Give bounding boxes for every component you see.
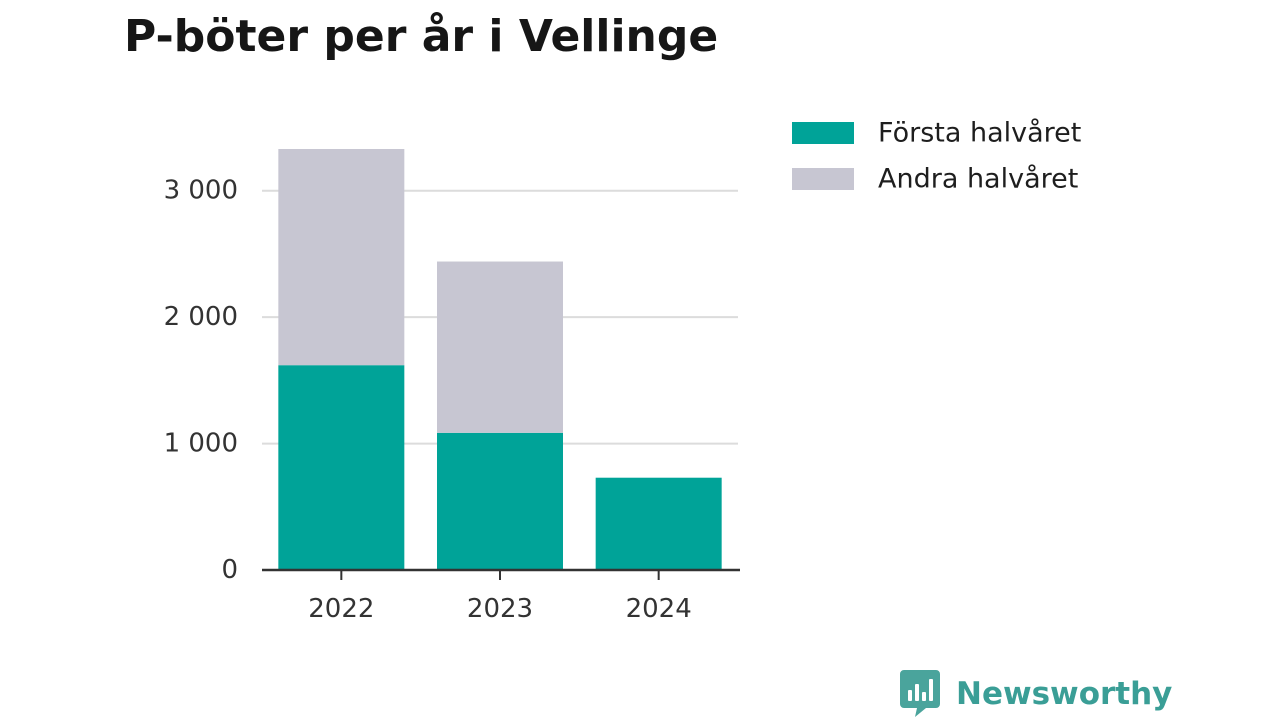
bar-2024-series-1 bbox=[595, 477, 722, 570]
bar-2022-series-2 bbox=[278, 149, 405, 366]
bars bbox=[278, 149, 722, 570]
chart-title: P-böter per år i Vellinge bbox=[124, 11, 719, 62]
bar-2023-series-2 bbox=[437, 261, 563, 433]
y-tick-label: 0 bbox=[221, 555, 238, 585]
y-axis-labels: 0 1 000 2 000 3 000 bbox=[164, 176, 238, 585]
x-tick-label: 2023 bbox=[467, 594, 533, 624]
y-tick-label: 2 000 bbox=[164, 302, 238, 332]
brand-name: Newsworthy bbox=[956, 676, 1173, 712]
legend: Första halvåret Andra halvåret bbox=[792, 118, 1081, 195]
legend-label: Andra halvåret bbox=[878, 164, 1078, 195]
newsworthy-brand: Newsworthy bbox=[900, 670, 1172, 718]
bar-2023-series-1 bbox=[437, 432, 563, 570]
y-tick-label: 3 000 bbox=[164, 176, 238, 206]
x-tick-label: 2024 bbox=[626, 594, 692, 624]
x-axis: 2022 2023 2024 bbox=[262, 568, 740, 624]
x-tick-label: 2022 bbox=[308, 594, 374, 624]
legend-label: Första halvåret bbox=[878, 118, 1081, 149]
bar-2022-series-1 bbox=[278, 365, 405, 570]
legend-swatch bbox=[792, 168, 854, 190]
legend-swatch bbox=[792, 122, 854, 144]
y-tick-label: 1 000 bbox=[164, 429, 238, 459]
newsworthy-logo-icon bbox=[900, 670, 940, 717]
